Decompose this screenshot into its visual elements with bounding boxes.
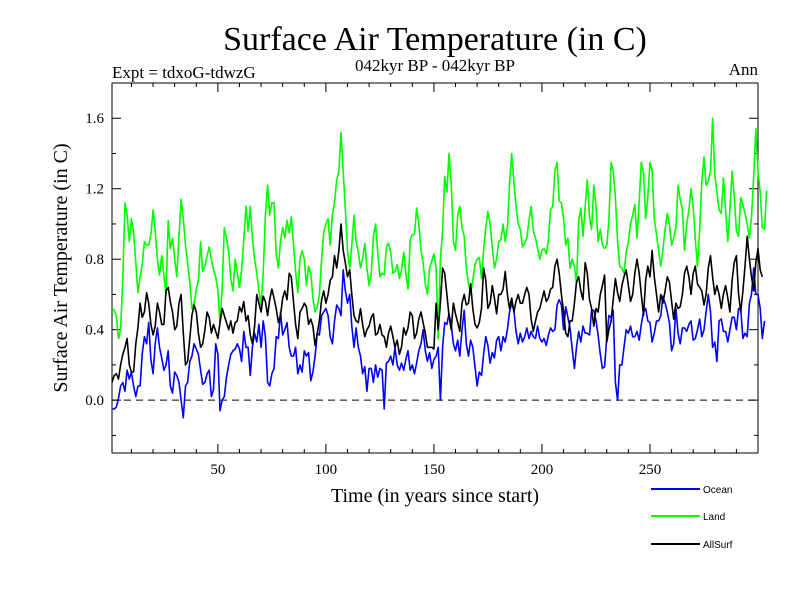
season-label: Ann xyxy=(729,60,759,79)
y-axis-label: Surface Air Temperature (in C) xyxy=(50,143,72,392)
chart-title: Surface Air Temperature (in C) xyxy=(223,21,647,58)
x-tick-label: 250 xyxy=(639,462,662,478)
y-tick-label: 0.8 xyxy=(85,252,104,268)
legend: Ocean Land AllSurf xyxy=(651,485,733,551)
series-line-ocean xyxy=(112,267,766,419)
x-tick-label: 150 xyxy=(423,462,446,478)
x-tick-label: 100 xyxy=(315,462,338,478)
series-line-allsurf xyxy=(111,223,764,383)
x-axis-label: Time (in years since start) xyxy=(331,485,539,507)
plot-frame xyxy=(111,82,759,454)
y-axis: 0.0 0.4 0.8 1.2 1.6 xyxy=(85,111,758,436)
y-tick-label: 0.0 xyxy=(85,393,104,409)
series-line-land xyxy=(111,117,768,340)
x-axis: 50 100 150 200 250 xyxy=(130,83,737,478)
x-tick-label: 200 xyxy=(531,462,554,478)
y-tick-label: 1.2 xyxy=(85,182,104,198)
y-tick-label: 0.4 xyxy=(85,323,104,339)
legend-label-ocean: Ocean xyxy=(703,485,732,496)
x-tick-label: 50 xyxy=(210,462,225,478)
period-label: 042kyr BP - 042kyr BP xyxy=(355,56,515,75)
series-layer xyxy=(111,117,768,419)
experiment-label: Expt = tdxoG-tdwzG xyxy=(112,63,256,82)
legend-label-land: Land xyxy=(703,512,725,523)
y-tick-label: 1.6 xyxy=(85,111,104,127)
legend-label-allsurf: AllSurf xyxy=(703,540,733,551)
